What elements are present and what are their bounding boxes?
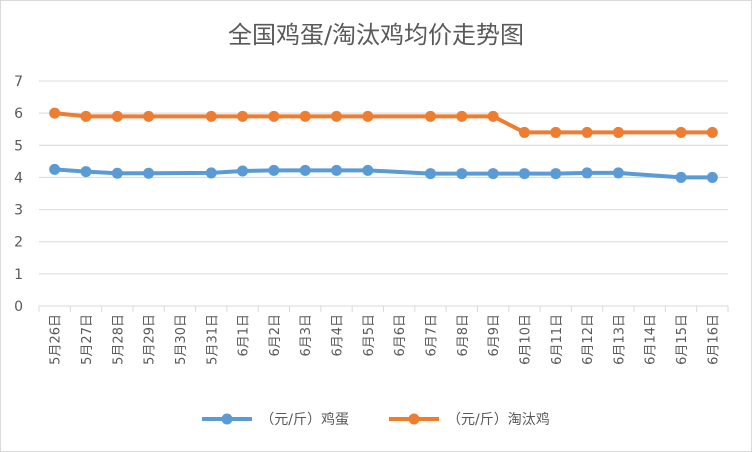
data-point-s1-7 <box>268 110 280 122</box>
legend-item-0: （元/斤）鸡蛋 <box>202 409 349 429</box>
data-point-s1-18 <box>612 126 624 138</box>
legend-item-1: （元/斤）淘汰鸡 <box>389 409 550 429</box>
y-tick-label-4: 4 <box>14 170 23 186</box>
data-point-s0-3 <box>143 167 155 179</box>
x-tick-label-3: 5月29日 <box>143 314 158 365</box>
x-tick-label-8: 6月3日 <box>299 314 314 357</box>
x-tick-label-12: 6月7日 <box>424 314 439 357</box>
data-point-s1-1 <box>80 110 92 122</box>
x-tick-label-21: 6月16日 <box>706 314 721 365</box>
data-point-s0-18 <box>612 167 624 179</box>
data-point-s0-6 <box>237 165 249 177</box>
x-tick-label-18: 6月13日 <box>612 314 627 365</box>
legend: （元/斤）鸡蛋 （元/斤）淘汰鸡 <box>1 409 751 429</box>
x-tick-label-6: 6月1日 <box>237 314 252 357</box>
data-point-s0-1 <box>80 166 92 178</box>
y-tick-label-5: 5 <box>14 138 23 154</box>
data-point-s1-3 <box>143 110 155 122</box>
y-tick-label-6: 6 <box>14 106 23 122</box>
data-point-s0-16 <box>550 168 562 180</box>
data-point-s0-14 <box>487 168 499 180</box>
line-chart: 0 1 2 3 4 5 6 7 5月26日 5月27日 5月28日 5月29日 5月30日 5月31日 6月… <box>14 74 729 365</box>
legend-swatch-1 <box>389 413 439 425</box>
x-tick-label-7: 6月2日 <box>268 314 283 357</box>
data-point-s1-6 <box>237 110 249 122</box>
legend-swatch-0 <box>202 413 253 425</box>
y-tick-label-1: 1 <box>14 267 23 283</box>
data-point-s0-5 <box>205 167 217 179</box>
data-point-s1-16 <box>550 126 562 138</box>
x-tick-label-5: 5月31日 <box>205 314 220 365</box>
data-point-s1-2 <box>111 110 123 122</box>
data-point-s0-2 <box>111 167 123 179</box>
x-tick-label-4: 5月30日 <box>174 314 189 365</box>
y-tick-label-7: 7 <box>14 74 23 90</box>
x-tick-label-0: 5月26日 <box>49 314 64 365</box>
x-tick-label-20: 6月15日 <box>675 314 690 365</box>
data-point-s1-13 <box>456 110 468 122</box>
x-tick-label-13: 6月8日 <box>456 314 471 357</box>
data-point-s1-20 <box>675 126 687 138</box>
data-point-s0-0 <box>49 163 61 175</box>
data-point-s0-9 <box>331 164 343 176</box>
data-point-s1-14 <box>487 110 499 122</box>
data-point-s1-9 <box>331 110 343 122</box>
x-tick-label-9: 6月4日 <box>331 314 346 357</box>
data-point-s0-7 <box>268 164 280 176</box>
data-point-s0-17 <box>581 167 593 179</box>
x-tick-label-16: 6月11日 <box>550 314 565 365</box>
data-point-s0-20 <box>675 171 687 183</box>
x-tick-label-1: 5月27日 <box>80 314 95 365</box>
data-point-s0-21 <box>706 171 718 183</box>
data-point-s1-8 <box>299 110 311 122</box>
legend-label-1: （元/斤）淘汰鸡 <box>447 412 550 428</box>
y-tick-label-3: 3 <box>14 203 23 219</box>
x-tick-label-15: 6月10日 <box>518 314 533 365</box>
data-point-s1-12 <box>424 110 436 122</box>
x-tick-label-2: 5月28日 <box>111 314 126 365</box>
data-point-s1-15 <box>518 126 530 138</box>
y-tick-label-2: 2 <box>14 235 23 251</box>
x-tick-label-17: 6月12日 <box>581 314 596 365</box>
chart-title: 全国鸡蛋/淘汰鸡均价走势图 <box>227 21 525 49</box>
data-point-s1-21 <box>706 126 718 138</box>
data-point-s1-5 <box>205 110 217 122</box>
x-tick-label-14: 6月9日 <box>487 314 502 357</box>
data-point-s1-17 <box>581 126 593 138</box>
data-point-s0-13 <box>456 168 468 180</box>
data-point-s1-0 <box>49 107 61 119</box>
data-point-s0-8 <box>299 164 311 176</box>
data-point-s0-15 <box>518 168 530 180</box>
data-point-s0-12 <box>424 168 436 180</box>
data-point-s1-10 <box>362 110 374 122</box>
x-tick-label-10: 6月5日 <box>362 314 377 357</box>
legend-label-0: （元/斤）鸡蛋 <box>260 412 349 428</box>
x-tick-label-19: 6月14日 <box>644 314 659 365</box>
y-tick-label-0: 0 <box>14 299 23 315</box>
x-tick-label-11: 6月6日 <box>393 314 408 357</box>
data-point-s0-10 <box>362 164 374 176</box>
